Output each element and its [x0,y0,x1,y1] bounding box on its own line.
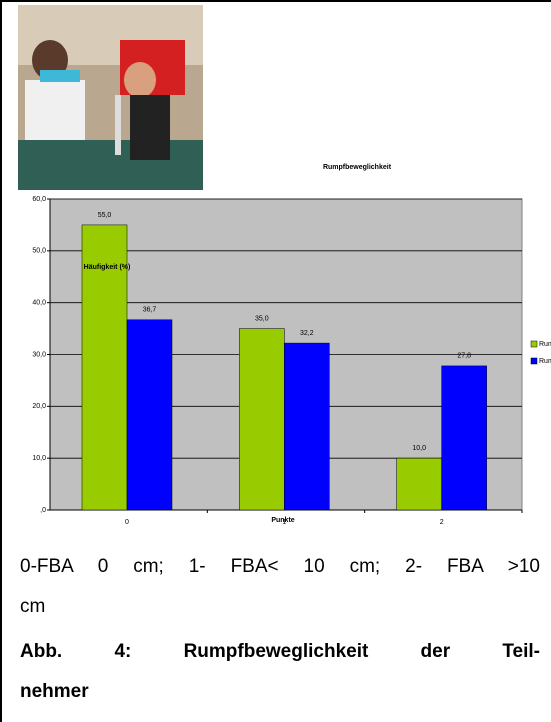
chart: Rumpfbeweglichkeit ,0 10,0 20,0 30,0 40,0 50,… [18,5,551,526]
note-line: cm [20,596,46,617]
x-tick-label: 0 [125,519,129,526]
y-tick-label: 60,0 [32,196,46,203]
caption-line: nehmer [20,681,89,702]
y-axis-label: Häufigkeit (%) [84,264,131,271]
data-label: 27,8 [457,353,471,360]
note-line: 0-FBA 0 cm; 1- FBA< 10 cm; 2- FBA >10 [20,556,540,577]
y-tick-label: 50,0 [32,248,46,255]
y-tick-label: 30,0 [32,351,46,358]
bar [284,342,330,511]
y-tick-label: 20,0 [32,403,46,410]
data-label: 36,7 [143,307,157,314]
data-label: 55,0 [98,212,112,219]
bar [239,328,285,511]
legend-swatch [530,357,538,365]
chart-title: Rumpfbeweglichkeit [323,164,392,171]
legend-swatch [530,340,538,348]
y-tick-label: 10,0 [32,455,46,462]
bar [396,457,442,511]
legend-label: Rum [539,341,551,348]
caption-line: Abb. 4: Rumpfbeweglichkeit der Teil- [20,641,540,662]
x-tick-label: 1 [282,519,286,526]
photo [18,5,203,190]
data-label: 32,2 [300,330,314,337]
bar [441,365,487,511]
x-axis-label: Punkte [271,517,294,524]
legend-label: Rum [539,358,551,365]
data-label: 10,0 [412,445,426,452]
bar [126,319,173,511]
bar [81,224,128,511]
x-tick-label: 2 [440,519,444,526]
y-tick-label: ,0 [40,507,46,514]
data-label: 35,0 [255,315,269,322]
y-tick-label: 40,0 [32,300,46,307]
